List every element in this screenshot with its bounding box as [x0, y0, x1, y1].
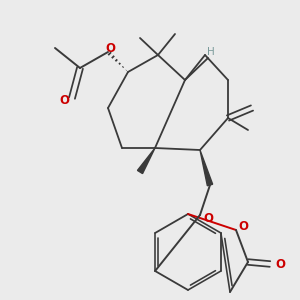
Text: O: O: [203, 212, 213, 226]
Polygon shape: [200, 150, 213, 186]
Text: O: O: [59, 94, 69, 106]
Text: O: O: [238, 220, 248, 233]
Text: O: O: [105, 41, 115, 55]
Text: H: H: [207, 47, 215, 57]
Text: O: O: [275, 259, 285, 272]
Polygon shape: [137, 148, 155, 174]
